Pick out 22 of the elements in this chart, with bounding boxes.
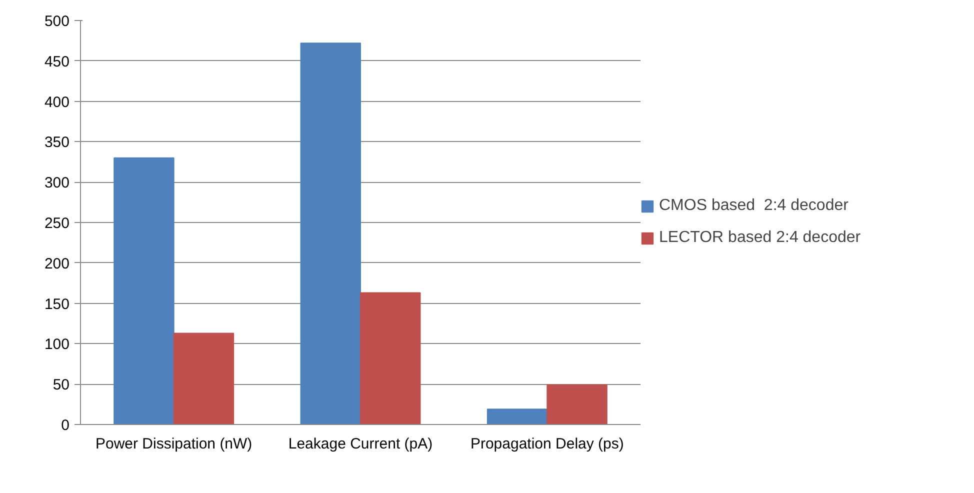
y-tick-label: 50 — [52, 376, 70, 394]
x-tick-label: Power Dissipation (nW) — [95, 436, 252, 452]
x-tick-label: Leakage Current (pA) — [288, 436, 433, 452]
y-tick-label: 100 — [44, 336, 70, 354]
bar — [300, 42, 361, 424]
bar — [486, 408, 548, 424]
legend-label: CMOS based 2:4 decoder — [659, 197, 848, 215]
bar — [114, 157, 174, 424]
y-tick-label: 200 — [44, 255, 70, 272]
y-tick-label: 350 — [44, 134, 70, 152]
y-tick-label: 300 — [44, 174, 70, 192]
y-tick-label: 150 — [44, 296, 70, 313]
x-tick-label: Propagation Delay (ps) — [470, 436, 624, 452]
legend-label: LECTOR based 2:4 decoder — [659, 229, 861, 247]
bar — [546, 384, 608, 424]
bar — [173, 332, 234, 424]
y-tick-label: 500 — [44, 13, 70, 30]
y-tick-label: 0 — [61, 417, 70, 434]
y-tick-label: 250 — [44, 215, 70, 232]
y-tick-label: 400 — [44, 94, 70, 111]
y-tick-label: 450 — [44, 53, 70, 70]
bar — [360, 292, 421, 424]
